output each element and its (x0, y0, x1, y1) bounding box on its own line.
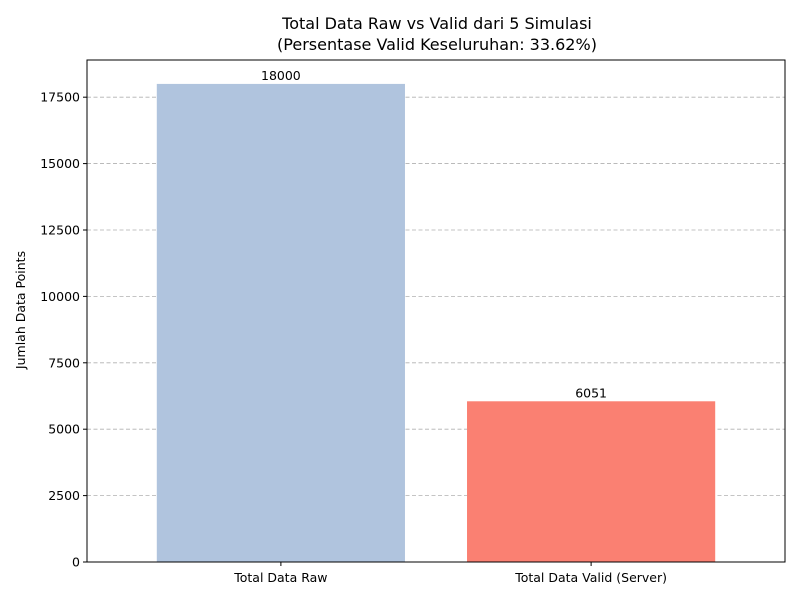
bar-layer (156, 83, 716, 563)
y-tick-label: 15000 (40, 156, 80, 171)
x-tick-label: Total Data Raw (233, 570, 327, 585)
x-axis-ticks: Total Data Raw Total Data Valid (Server) (233, 562, 667, 585)
x-tick-label: Total Data Valid (Server) (514, 570, 667, 585)
plot-frame (86, 59, 786, 563)
bar (467, 401, 716, 562)
y-axis-label: Jumlah Data Points (13, 251, 28, 370)
y-tick-label: 0 (72, 555, 80, 570)
y-tick-label: 5000 (48, 422, 80, 437)
y-tick-label: 10000 (40, 289, 80, 304)
data-label-layer: 18000 6051 (261, 68, 607, 400)
bar-value-label: 6051 (575, 385, 607, 400)
bar-value-label: 18000 (261, 68, 301, 83)
bar (156, 83, 405, 563)
y-tick-label: 12500 (40, 222, 80, 237)
y-axis-ticks: 0 2500 5000 7500 10000 12500 15000 17500 (40, 90, 87, 570)
chart-title: Total Data Raw vs Valid dari 5 Simulasi (281, 14, 592, 33)
y-tick-label: 7500 (48, 355, 80, 370)
y-tick-label: 17500 (40, 90, 80, 105)
y-tick-label: 2500 (48, 488, 80, 503)
chart-subtitle: (Persentase Valid Keseluruhan: 33.62%) (277, 35, 597, 54)
